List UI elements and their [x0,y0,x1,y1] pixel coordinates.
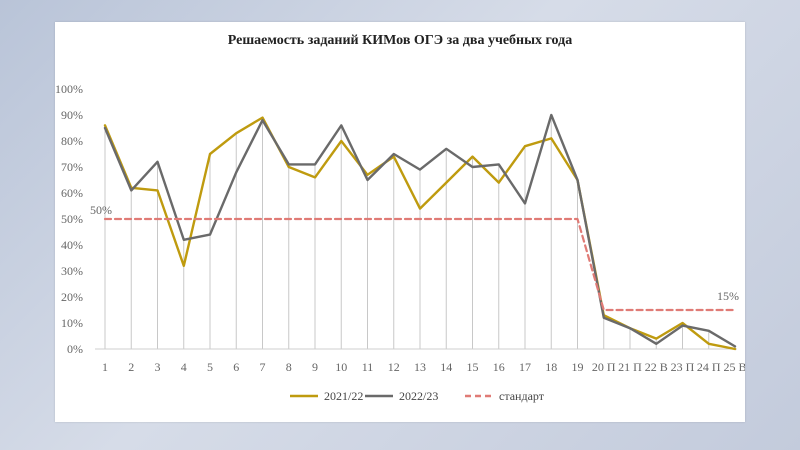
x-tick-label: 4 [181,360,187,374]
legend-label: 2022/23 [399,389,438,403]
x-tick-label: 22 В [645,360,668,374]
y-tick-label: 50% [61,212,83,226]
x-tick-label: 21 П [618,360,642,374]
chart-title: Решаемость заданий КИМов ОГЭ за два учеб… [228,33,573,48]
annotation-50: 50% [90,203,112,217]
x-tick-label: 9 [312,360,318,374]
drop-lines [104,115,736,349]
x-tick-label: 5 [207,360,213,374]
y-tick-label: 20% [61,290,83,304]
chart: Решаемость заданий КИМов ОГЭ за два учеб… [55,33,745,403]
legend: 2021/22 2022/23 стандарт [290,389,545,403]
annotation-15: 15% [717,289,739,303]
x-tick-label: 1 [102,360,108,374]
x-tick-label: 20 П [592,360,616,374]
legend-label: стандарт [499,389,545,403]
x-tick-label: 17 [519,360,531,374]
y-tick-label: 90% [61,108,83,122]
slide-frame: Решаемость заданий КИМов ОГЭ за два учеб… [55,22,745,422]
x-tick-label: 3 [155,360,161,374]
series-line- [103,217,737,312]
legend-label: 2021/22 [324,389,363,403]
y-tick-label: 0% [67,342,83,356]
x-tick-label: 2 [128,360,134,374]
x-tick-label: 14 [440,360,452,374]
y-tick-label: 70% [61,160,83,174]
x-tick-label: 6 [233,360,239,374]
x-tick-label: 25 В [723,360,745,374]
x-tick-label: 11 [362,360,374,374]
x-tick-label: 23 П [671,360,695,374]
x-tick-label: 10 [335,360,347,374]
x-tick-label: 19 [572,360,584,374]
x-axis-ticks: 1 2 3 4 5 6 7 8 9 10 11 12 13 14 15 16 17 18 19 20 П 21 П 22 … [102,360,745,374]
x-tick-label: 15 [467,360,479,374]
y-tick-label: 80% [61,134,83,148]
x-tick-label: 24 П [697,360,721,374]
x-tick-label: 16 [493,360,505,374]
y-tick-label: 100% [55,82,83,96]
y-tick-label: 30% [61,264,83,278]
y-axis-ticks: 0% 10% 20% 30% 40% 50% 60% 70% 80% 90% 100% [55,82,83,356]
x-tick-label: 7 [260,360,266,374]
y-tick-label: 60% [61,186,83,200]
x-tick-label: 12 [388,360,400,374]
y-tick-label: 10% [61,316,83,330]
x-tick-label: 18 [545,360,557,374]
series-lines [103,113,737,351]
x-tick-label: 13 [414,360,426,374]
series-line-202223 [103,113,737,348]
x-tick-label: 8 [286,360,292,374]
y-tick-label: 40% [61,238,83,252]
